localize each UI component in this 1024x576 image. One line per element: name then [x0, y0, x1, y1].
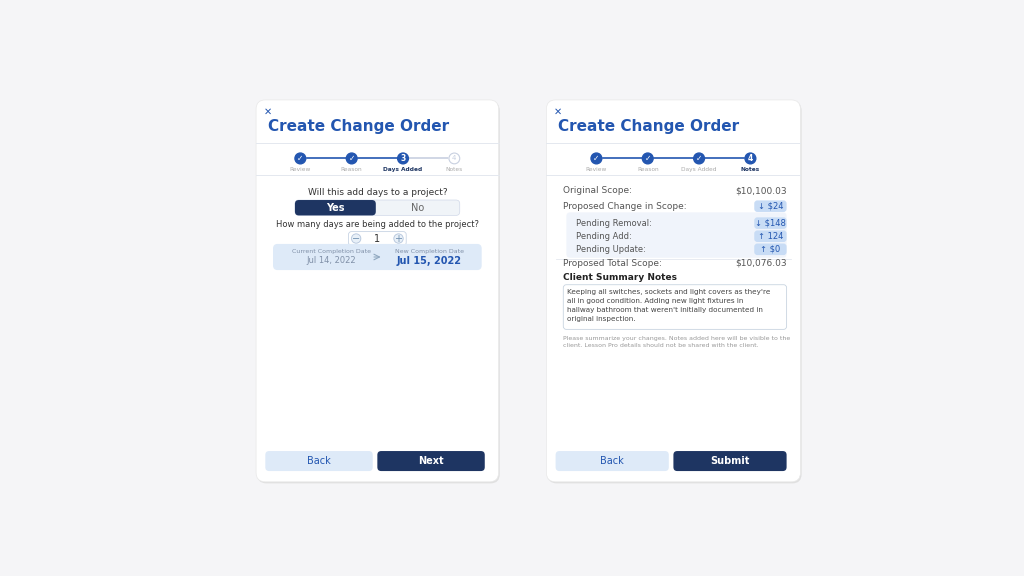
Text: ✓: ✓ — [348, 154, 355, 163]
FancyBboxPatch shape — [566, 213, 786, 258]
FancyBboxPatch shape — [755, 200, 786, 212]
Text: Next: Next — [418, 456, 443, 466]
FancyBboxPatch shape — [273, 244, 481, 270]
Text: Proposed Change in Scope:: Proposed Change in Scope: — [563, 202, 687, 211]
Text: Original Scope:: Original Scope: — [563, 186, 632, 195]
Text: Client Summary Notes: Client Summary Notes — [563, 272, 677, 282]
Text: ↑ $0: ↑ $0 — [760, 245, 780, 254]
Circle shape — [295, 153, 306, 164]
FancyBboxPatch shape — [755, 244, 786, 255]
Text: ✓: ✓ — [297, 154, 303, 163]
FancyBboxPatch shape — [378, 451, 484, 471]
Text: Will this add days to a project?: Will this add days to a project? — [307, 188, 447, 197]
Text: ✓: ✓ — [696, 154, 702, 163]
Text: Days Added: Days Added — [383, 167, 423, 172]
FancyBboxPatch shape — [547, 100, 801, 482]
Text: 4: 4 — [453, 156, 457, 161]
Circle shape — [346, 153, 357, 164]
Text: Submit: Submit — [711, 456, 750, 466]
Text: ↑ 124: ↑ 124 — [758, 232, 783, 241]
FancyBboxPatch shape — [563, 285, 786, 329]
Text: Please summarize your changes. Notes added here will be visible to the
client. L: Please summarize your changes. Notes add… — [563, 336, 791, 348]
Text: Notes: Notes — [740, 167, 760, 172]
Text: $10,076.03: $10,076.03 — [735, 259, 786, 268]
Text: New Completion Date: New Completion Date — [395, 249, 464, 254]
Text: Notes: Notes — [445, 167, 463, 172]
Text: No: No — [412, 203, 424, 213]
Text: Current Completion Date: Current Completion Date — [292, 249, 371, 254]
Text: 1: 1 — [375, 233, 380, 244]
Circle shape — [351, 234, 360, 243]
Circle shape — [642, 153, 653, 164]
Text: $10,100.03: $10,100.03 — [735, 186, 786, 195]
Text: Jul 15, 2022: Jul 15, 2022 — [397, 256, 462, 266]
FancyBboxPatch shape — [295, 200, 460, 215]
Text: +: + — [394, 233, 402, 244]
Text: Reason: Reason — [637, 167, 658, 172]
Circle shape — [394, 234, 403, 243]
Text: ↓ $148: ↓ $148 — [755, 219, 785, 228]
Circle shape — [693, 153, 705, 164]
FancyBboxPatch shape — [348, 232, 407, 245]
FancyBboxPatch shape — [755, 230, 786, 242]
FancyBboxPatch shape — [674, 451, 786, 471]
Text: Back: Back — [600, 456, 624, 466]
FancyBboxPatch shape — [265, 451, 373, 471]
FancyBboxPatch shape — [548, 101, 802, 483]
Text: Jul 14, 2022: Jul 14, 2022 — [306, 256, 356, 266]
FancyBboxPatch shape — [755, 217, 786, 229]
Text: ↓ $24: ↓ $24 — [758, 202, 783, 211]
Text: Create Change Order: Create Change Order — [558, 119, 739, 134]
FancyBboxPatch shape — [256, 100, 499, 482]
FancyBboxPatch shape — [556, 451, 669, 471]
Text: Reason: Reason — [341, 167, 362, 172]
Text: Days Added: Days Added — [681, 167, 717, 172]
Text: ✓: ✓ — [593, 154, 600, 163]
Text: Review: Review — [290, 167, 311, 172]
Text: Keeping all switches, sockets and light covers as they're
all in good condition.: Keeping all switches, sockets and light … — [567, 289, 770, 321]
Circle shape — [397, 153, 409, 164]
Text: Pending Add:: Pending Add: — [575, 232, 632, 241]
Text: 4: 4 — [748, 154, 753, 163]
Text: Pending Update:: Pending Update: — [575, 245, 645, 254]
Text: Back: Back — [307, 456, 331, 466]
FancyBboxPatch shape — [257, 101, 500, 483]
Text: Proposed Total Scope:: Proposed Total Scope: — [563, 259, 663, 268]
Text: Create Change Order: Create Change Order — [267, 119, 449, 134]
FancyBboxPatch shape — [295, 200, 376, 215]
Text: Review: Review — [586, 167, 607, 172]
Circle shape — [745, 153, 756, 164]
Text: ✕: ✕ — [263, 107, 271, 116]
Text: 3: 3 — [400, 154, 406, 163]
Text: ✕: ✕ — [554, 107, 562, 116]
Text: −: − — [352, 233, 360, 244]
Circle shape — [449, 153, 460, 164]
Text: Yes: Yes — [326, 203, 345, 213]
Text: Pending Removal:: Pending Removal: — [575, 219, 651, 228]
Circle shape — [591, 153, 602, 164]
Text: How many days are being added to the project?: How many days are being added to the pro… — [275, 220, 479, 229]
Text: ✓: ✓ — [644, 154, 651, 163]
